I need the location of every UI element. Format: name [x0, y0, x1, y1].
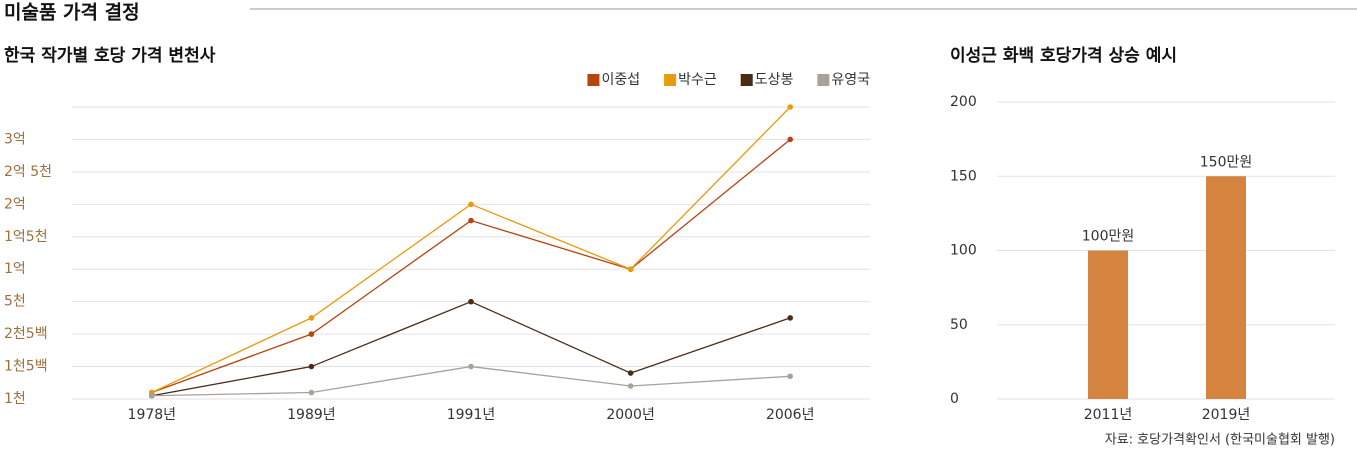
chart-title: 한국 작가별 호당 가격 변천사	[4, 46, 216, 66]
x-tick-label: 2000년	[606, 407, 655, 423]
data-point	[308, 331, 315, 337]
data-point	[468, 201, 474, 208]
x-tick-label: 1978년	[128, 407, 177, 423]
x-tick-label: 2006년	[766, 407, 815, 423]
x-tick-label: 1989년	[287, 407, 336, 423]
data-label: 150만원	[1200, 154, 1252, 170]
legend-swatch	[817, 74, 830, 86]
data-point	[468, 217, 474, 224]
source-note: 자료: 호당가격확인서 (한국미술협회 발행)	[1105, 432, 1335, 448]
data-point	[308, 389, 315, 396]
data-point	[787, 373, 793, 380]
chart-title: 이성근 화백 호당가격 상승 예시	[950, 46, 1177, 66]
y-tick-label: 0	[950, 391, 959, 407]
legend-label: 박수근	[678, 72, 717, 88]
bar	[1206, 176, 1246, 399]
series-line	[151, 365, 791, 397]
data-point	[627, 370, 634, 376]
data-point	[787, 315, 793, 321]
legend-label: 유영국	[831, 72, 870, 88]
data-label: 100만원	[1082, 229, 1134, 245]
data-point	[149, 392, 155, 399]
x-tick-label: 2019년	[1202, 407, 1251, 423]
data-point	[627, 266, 634, 273]
y-tick-label: 50	[950, 317, 968, 333]
y-tick-label: 2천5백	[4, 326, 48, 342]
legend-swatch	[664, 74, 677, 86]
x-tick-label: 2011년	[1084, 407, 1133, 423]
y-tick-label: 200	[950, 94, 977, 110]
y-tick-label: 5천	[4, 294, 26, 310]
x-tick-label: 1991년	[447, 407, 496, 423]
data-point	[308, 363, 315, 370]
data-point	[468, 363, 474, 370]
legend-swatch	[587, 74, 600, 86]
series-line	[151, 106, 791, 394]
y-tick-label: 1천5백	[4, 359, 48, 375]
y-tick-label: 2억	[4, 196, 26, 212]
legend-label: 도상봉	[755, 72, 794, 88]
legend-label: 이중섭	[601, 72, 640, 88]
legend-swatch	[740, 74, 753, 86]
page-title: 미술품 가격 결정	[4, 2, 140, 24]
y-tick-label: 150	[950, 168, 977, 184]
data-point	[787, 136, 793, 143]
y-tick-label: 1억5천	[4, 229, 48, 245]
data-point	[787, 104, 793, 110]
y-tick-label: 1천	[4, 391, 26, 407]
data-point	[468, 298, 474, 305]
y-tick-label: 1억	[4, 261, 26, 277]
bar	[1088, 250, 1128, 399]
y-tick-label: 3억	[4, 131, 26, 147]
series-line	[151, 138, 791, 394]
y-tick-label: 100	[950, 243, 977, 259]
y-tick-label: 2억 5천	[4, 164, 52, 180]
data-point	[627, 383, 634, 389]
data-point	[308, 315, 315, 321]
